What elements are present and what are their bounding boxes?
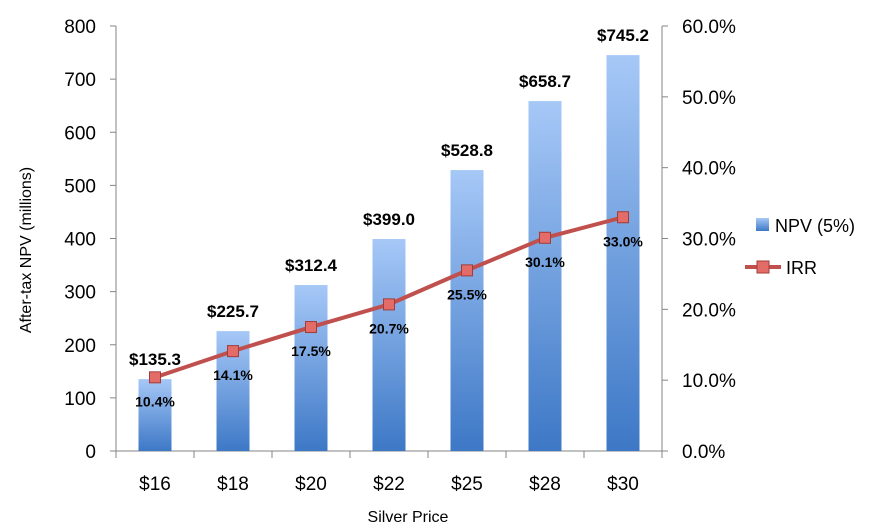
irr-data-labels: 10.4% 14.1% 17.5% 20.7% 25.5% 30.1% 33.0% [135, 233, 643, 409]
legend-irr-label: IRR [786, 258, 817, 278]
right-y-axis: 0.0% 10.0% 20.0% 30.0% 40.0% 50.0% 60.0% [662, 17, 736, 463]
irr-point-label: 25.5% [447, 286, 487, 302]
x-axis-tick-label: $30 [607, 474, 639, 495]
npv-bar [450, 170, 484, 451]
irr-point-label: 30.1% [525, 254, 565, 270]
irr-point [617, 211, 629, 224]
left-y-axis: 0 100 200 300 400 500 600 700 800 [64, 17, 116, 463]
legend-npv-label: NPV (5%) [775, 216, 855, 236]
left-axis-tick-label: 400 [64, 230, 96, 251]
irr-line-series [149, 211, 629, 384]
right-axis-tick-label: 20.0% [682, 300, 736, 321]
npv-bar-label: $399.0 [363, 210, 415, 229]
irr-point-label: 33.0% [603, 233, 643, 249]
x-axis-title: Silver Price [368, 509, 449, 526]
irr-point [539, 231, 551, 244]
left-axis-tick-label: 500 [64, 176, 96, 197]
irr-point-label: 10.4% [135, 393, 175, 409]
x-axis-tick-label: $18 [217, 474, 249, 495]
npv-bar-label: $528.8 [441, 141, 493, 160]
irr-point [149, 371, 161, 384]
left-axis-tick-label: 200 [64, 336, 96, 357]
left-axis-tick-label: 800 [64, 17, 96, 38]
npv-bars [138, 55, 640, 452]
x-axis-tick-label: $16 [139, 474, 171, 495]
right-axis-tick-label: 40.0% [682, 159, 736, 180]
x-axis: $16 $18 $20 $22 $25 $28 $30 [115, 451, 663, 495]
left-axis-tick-label: 600 [64, 123, 96, 144]
x-axis-tick-label: $28 [529, 474, 561, 495]
npv-bar [528, 101, 562, 452]
x-axis-tick-label: $25 [451, 474, 483, 495]
irr-point [227, 345, 239, 358]
irr-point [383, 298, 395, 311]
right-axis-tick-label: 0.0% [682, 442, 725, 463]
npv-bar-label: $745.2 [597, 26, 649, 45]
irr-point [305, 321, 317, 334]
left-axis-tick-label: 700 [64, 70, 96, 91]
npv-bar [372, 239, 406, 451]
legend: NPV (5%) IRR [745, 216, 855, 278]
npv-bar-label: $312.4 [285, 256, 338, 275]
npv-bar [138, 379, 172, 451]
left-axis-tick-label: 0 [85, 442, 96, 463]
y-axis-title: After-tax NPV (millions) [18, 167, 35, 333]
right-axis-tick-label: 30.0% [682, 230, 736, 251]
right-axis-tick-label: 50.0% [682, 88, 736, 109]
legend-irr-marker [756, 260, 770, 274]
irr-point-label: 20.7% [369, 320, 409, 336]
npv-bar-label: $225.7 [207, 302, 259, 321]
npv-bar-labels: $135.3 $225.7 $312.4 $399.0 $528.8 $658.7 $745… [129, 26, 649, 369]
right-axis-tick-label: 60.0% [682, 17, 736, 38]
x-axis-tick-label: $20 [295, 474, 327, 495]
right-axis-tick-label: 10.0% [682, 371, 736, 392]
npv-bar [606, 55, 640, 452]
irr-point [461, 264, 473, 277]
irr-point-label: 17.5% [291, 343, 331, 359]
x-axis-tick-label: $22 [373, 474, 405, 495]
npv-bar [294, 285, 328, 451]
npv-bar-label: $135.3 [129, 350, 181, 369]
irr-point-label: 14.1% [213, 367, 253, 383]
npv-bar-label: $658.7 [519, 72, 571, 91]
left-axis-tick-label: 100 [64, 389, 96, 410]
left-axis-tick-label: 300 [64, 283, 96, 304]
legend-npv-swatch [756, 218, 769, 231]
